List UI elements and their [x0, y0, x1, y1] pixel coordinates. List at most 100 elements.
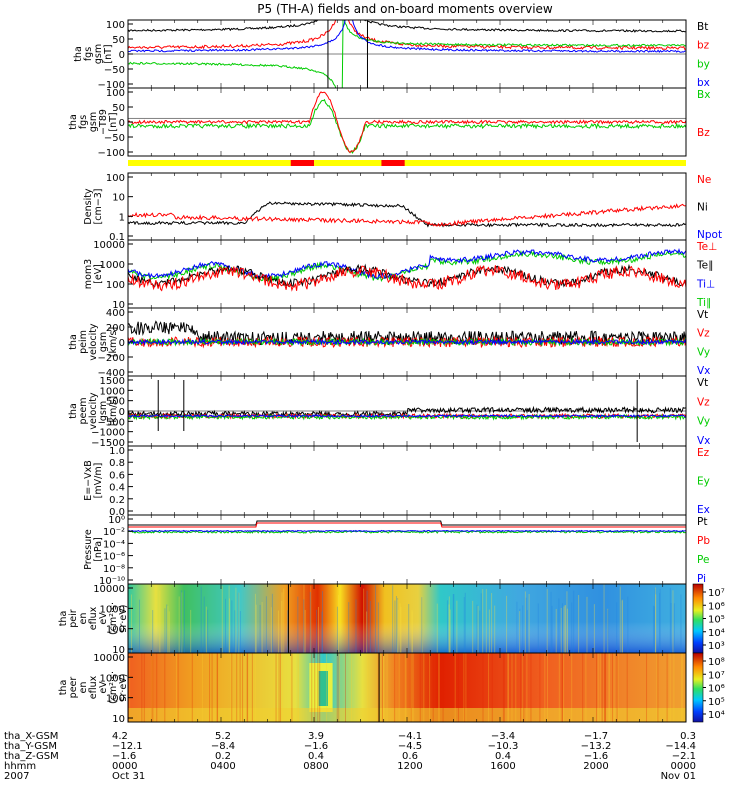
- panel-frame: [127, 172, 687, 241]
- trace-vx: [128, 413, 686, 419]
- legend-label: bz: [697, 40, 710, 52]
- y-tick-label: 10⁰: [108, 515, 125, 526]
- y-tick-label: −50: [104, 65, 125, 76]
- y-tick-label: 100: [106, 625, 125, 636]
- y-axis-label: [mV/m]: [93, 463, 104, 499]
- x-axis-value: −1.7: [584, 731, 608, 742]
- x-axis-value: Oct 31: [112, 771, 145, 782]
- legend-label: Ne: [697, 174, 711, 186]
- panel-1-plot: [128, 20, 686, 88]
- legend-label: Bx: [697, 89, 710, 101]
- panel-10-plot: [128, 653, 686, 722]
- trace-ne: [128, 203, 686, 227]
- x-axis-value: 0400: [210, 761, 235, 772]
- colorbar-tick-label: 10⁵: [708, 615, 725, 626]
- y-axis-label: peem: [78, 398, 89, 425]
- y-tick-label: 10000: [93, 240, 125, 251]
- panel-6-plot: [128, 380, 686, 442]
- y-tick-label: 1.0: [109, 446, 125, 457]
- trace-bt: [128, 20, 686, 33]
- legend-label: Ti∥: [696, 297, 711, 309]
- y-tick-label: 0.4: [109, 483, 125, 494]
- y-axis-label: peer: [68, 677, 79, 699]
- y-axis-label: eV: [98, 681, 109, 694]
- y-axis-label: [km/s]: [108, 396, 119, 426]
- y-axis-label: gsm: [93, 44, 104, 64]
- x-axis-value: −1.6: [304, 741, 328, 752]
- legend-label: Npot: [697, 229, 722, 241]
- y-axis-label: −T89: [98, 109, 109, 135]
- y-axis-label: [km/s]: [108, 327, 119, 357]
- x-axis-value: Nov 01: [661, 771, 696, 782]
- y-tick-label: 10⁻⁸: [103, 564, 125, 575]
- y-axis-label: [nT]: [103, 44, 114, 63]
- x-axis-value: −1.6: [584, 751, 608, 762]
- y-tick-label: −500: [98, 417, 125, 428]
- y-tick-label: 10: [112, 645, 125, 656]
- y-tick-label: 10⁻⁴: [103, 539, 125, 550]
- x-axis-value: −8.4: [211, 741, 235, 752]
- y-tick-label: −100: [98, 80, 125, 91]
- x-axis-row-label: tha_Z-GSM: [4, 751, 59, 762]
- legend-label: Pb: [697, 535, 710, 547]
- y-axis-label: tha: [68, 334, 79, 350]
- y-tick-label: −200: [98, 353, 125, 364]
- x-axis-value: 0.4: [495, 751, 511, 762]
- y-axis-label: [eV]: [93, 264, 104, 284]
- y-axis-label: tha: [68, 114, 79, 130]
- x-axis-value: 0.6: [402, 751, 418, 762]
- y-axis-label: tha: [68, 403, 79, 419]
- trace-by: [128, 20, 686, 88]
- y-tick-label: 1500: [100, 376, 125, 387]
- legend-label: Vz: [697, 328, 710, 340]
- y-tick-label: 1000: [100, 260, 125, 271]
- trace-bx-t89: [128, 98, 686, 154]
- y-tick-label: 500: [106, 397, 125, 408]
- mode-bar-fast: [290, 160, 314, 166]
- legend-label: Te⊥: [696, 241, 717, 253]
- y-axis-label: gsm: [98, 332, 109, 352]
- trace-pe: [128, 530, 686, 534]
- x-axis-value: −10.3: [488, 741, 519, 752]
- legend-label: Vy: [697, 416, 710, 428]
- legend-label: Ti⊥: [696, 278, 715, 290]
- x-axis-value: −1.6: [112, 751, 136, 762]
- y-axis-label: gsm: [98, 401, 109, 421]
- x-axis-row-label: hhmm: [4, 761, 36, 772]
- x-axis-value: −13.2: [581, 741, 612, 752]
- y-axis-label: mom3: [83, 259, 94, 289]
- legend-label: bx: [697, 77, 710, 89]
- colorbar-tick-label: 10⁶: [708, 684, 725, 695]
- spectrogram-band: [128, 708, 686, 722]
- x-axis-value: 1600: [490, 761, 515, 772]
- y-tick-label: 50: [112, 35, 125, 46]
- y-tick-label: 100: [106, 694, 125, 705]
- x-axis-row-label: tha_X-GSM: [4, 731, 58, 742]
- panel-9: 10⁷ 10⁶ 10⁵ 10⁴ 10³ 10000 1000 100 10 tha peir en ef…: [58, 583, 725, 656]
- y-axis-label: velocity: [88, 392, 99, 430]
- y-tick-label: 1000: [100, 673, 125, 684]
- legend-label: Ez: [697, 447, 710, 459]
- y-axis-label: fgs: [83, 47, 94, 61]
- panel-2: 100 50 0 −50 −100 tha fgs gsm −T89 [nT] Bx Bz: [68, 87, 710, 159]
- y-tick-label: 200: [106, 323, 125, 334]
- y-axis-label: en: [78, 682, 89, 694]
- legend-label: Vx: [697, 365, 710, 377]
- y-tick-label: 50: [112, 103, 125, 114]
- panel-5-plot: [128, 320, 686, 349]
- y-axis-label: [nT]: [108, 112, 119, 131]
- x-axis-value: 0000: [671, 761, 696, 772]
- x-axis-value: −12.1: [112, 741, 143, 752]
- y-tick-label: 400: [106, 308, 125, 319]
- mode-bar-fast: [381, 160, 405, 166]
- trace-pi: [128, 529, 686, 533]
- y-tick-label: 10: [112, 714, 125, 725]
- legend-label: Vz: [697, 396, 710, 408]
- y-axis-label: (cm²·s·: [108, 671, 119, 704]
- y-tick-label: 10000: [93, 584, 125, 595]
- y-tick-label: 0: [119, 338, 125, 349]
- panel-4-plot: [128, 247, 686, 292]
- y-tick-label: 0: [119, 118, 125, 129]
- y-tick-label: 100: [106, 280, 125, 291]
